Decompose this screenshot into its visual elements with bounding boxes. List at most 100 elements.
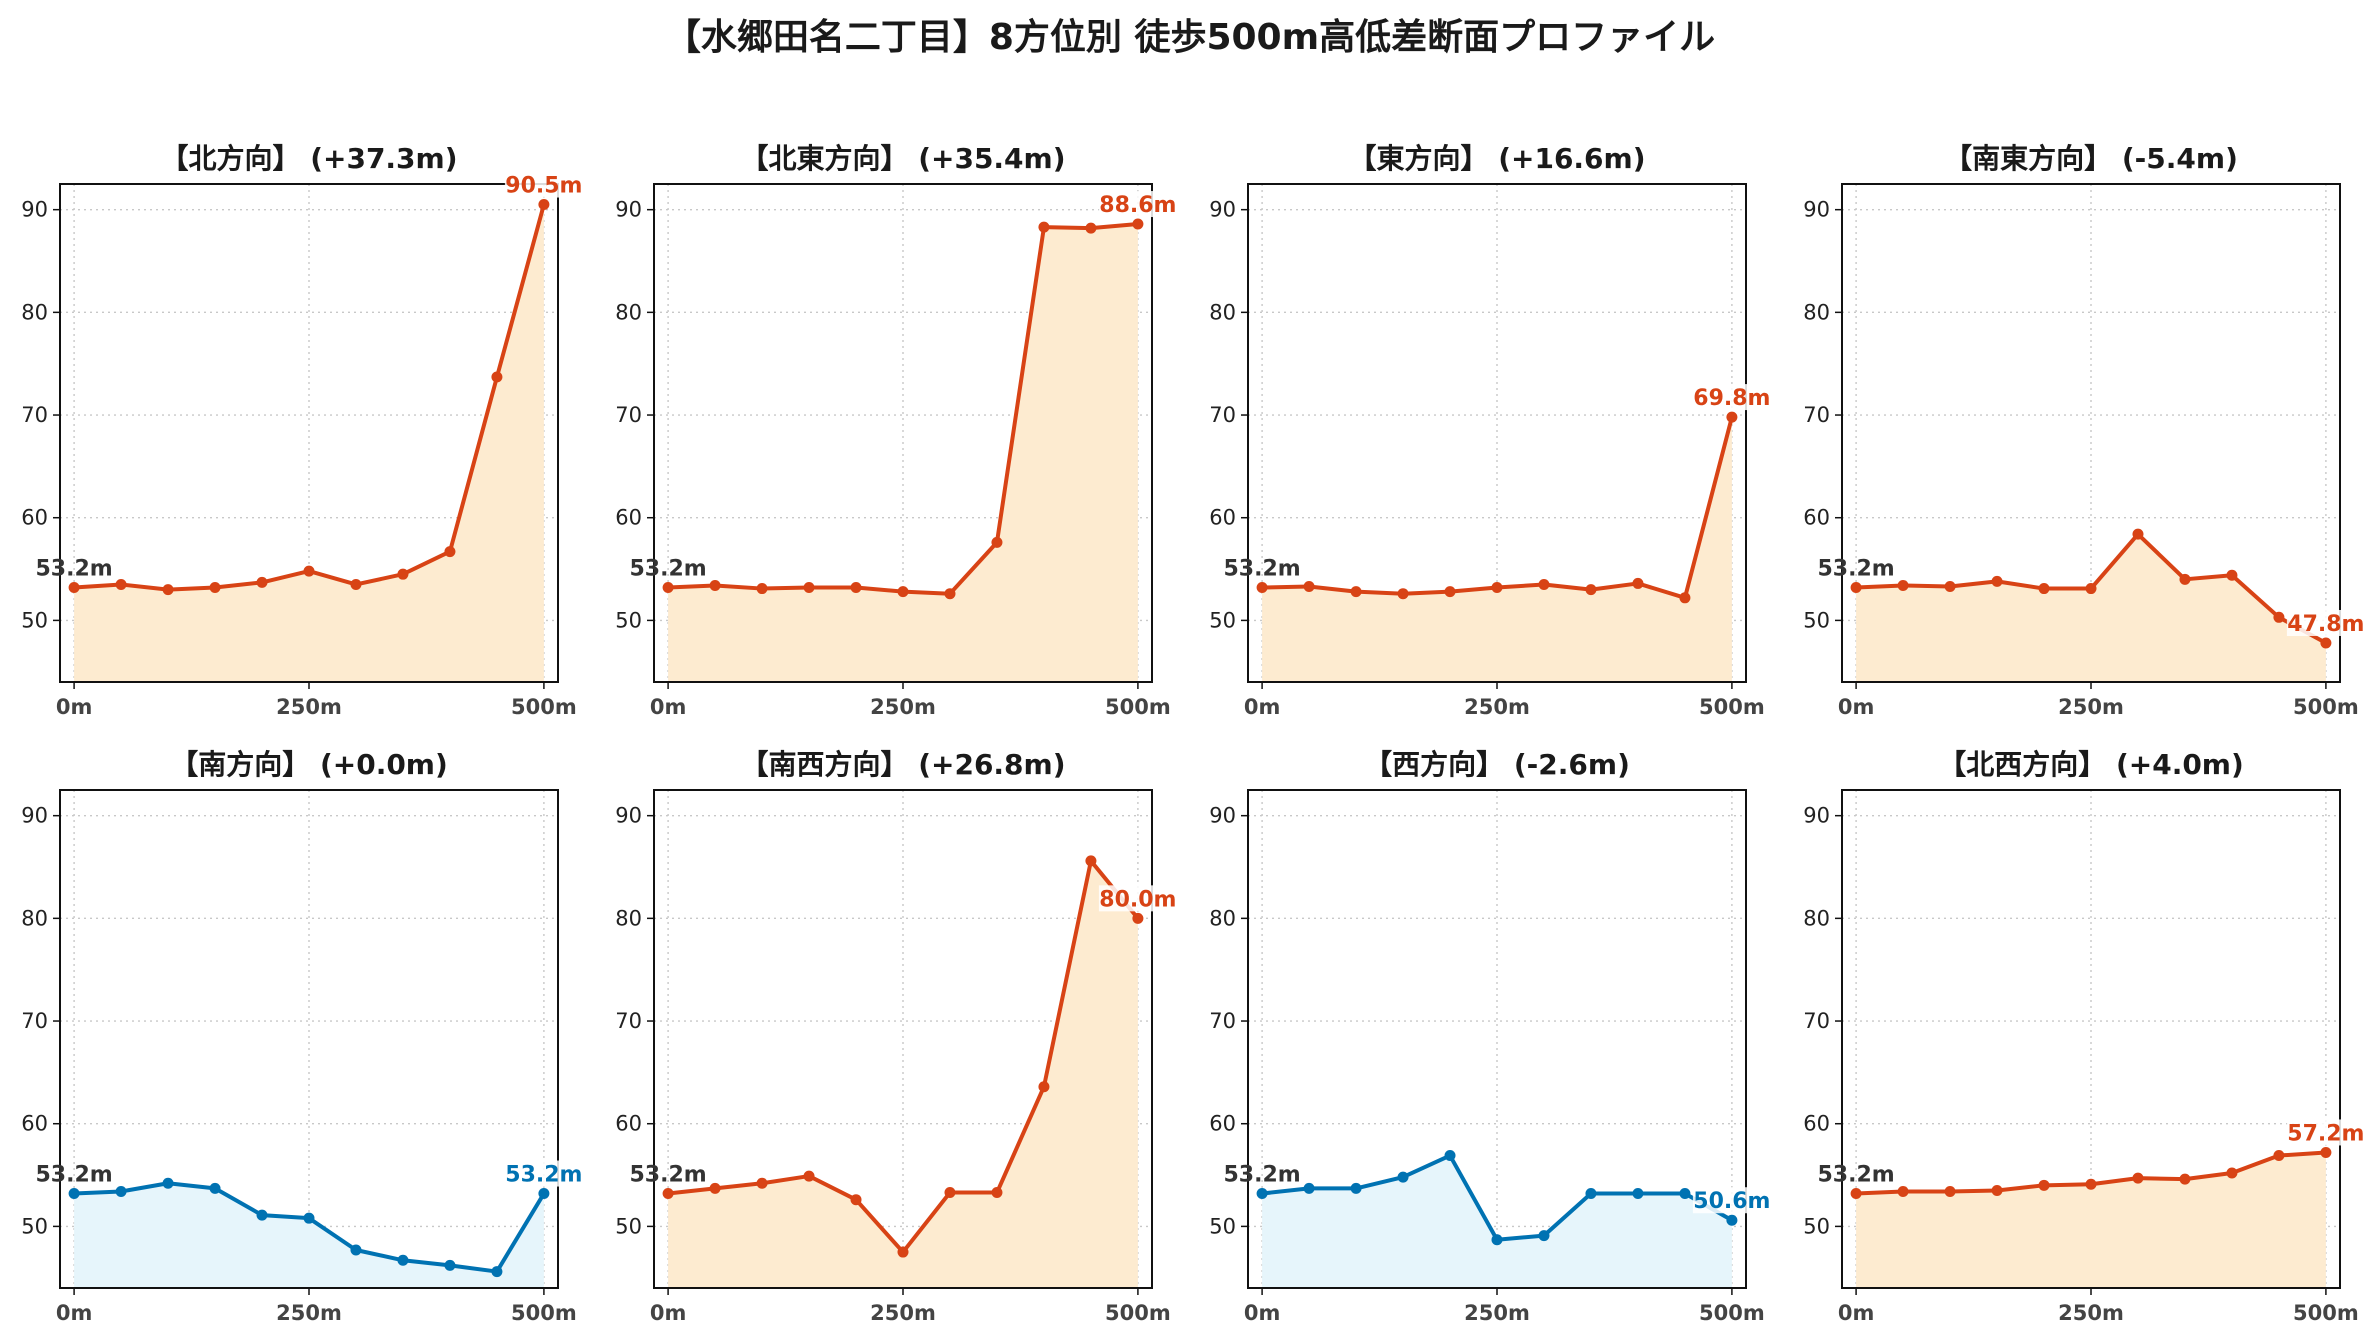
xtick-label: 250m (276, 695, 342, 719)
xtick-label: 0m (56, 695, 93, 719)
ytick-label: 50 (1803, 608, 1830, 632)
ytick-label: 70 (21, 403, 48, 427)
data-point (1585, 1188, 1597, 1200)
ytick-label: 80 (21, 906, 48, 930)
data-point (944, 1187, 956, 1199)
subplot-title: 【南西方向】 (+26.8m) (740, 748, 1065, 781)
subplot-3: 【東方向】 (+16.6m) 50 60 70 80 90 0m 250m 500m 53.2m 6… (1209, 142, 1771, 719)
end-label-background (504, 1160, 583, 1187)
data-point (1850, 1188, 1862, 1200)
data-point (1944, 1185, 1956, 1197)
xtick-label: 0m (650, 695, 687, 719)
ytick-label: 80 (615, 300, 642, 324)
ytick-label: 60 (1803, 1112, 1830, 1136)
xtick-label: 500m (1105, 1301, 1171, 1325)
ytick-label: 50 (615, 608, 642, 632)
data-point (1991, 575, 2003, 587)
xtick-label: 250m (2058, 1301, 2124, 1325)
data-point (1444, 586, 1456, 598)
ytick-label: 70 (21, 1009, 48, 1033)
data-point (444, 546, 456, 558)
elevation-area (1262, 417, 1732, 682)
data-point (2179, 1173, 2191, 1185)
data-point (1538, 578, 1550, 590)
data-point (1632, 577, 1644, 589)
subplot-5: 【南方向】 (+0.0m) 50 60 70 80 90 0m 250m 500m 53.2m 53… (21, 748, 583, 1325)
subplot-title: 【南方向】 (+0.0m) (170, 748, 448, 781)
end-label-background (504, 171, 583, 198)
subplot-6: 【南西方向】 (+26.8m) 50 60 70 80 90 0m 250m 500m 53.2m… (615, 748, 1177, 1325)
ytick-label: 50 (1803, 1214, 1830, 1238)
ytick-label: 90 (615, 804, 642, 828)
end-elevation-label: 69.8m (1693, 386, 1770, 411)
data-point (1491, 1234, 1503, 1246)
data-point (350, 578, 362, 590)
data-point (2226, 1167, 2238, 1179)
xtick-label: 0m (1838, 1301, 1875, 1325)
data-point (162, 1177, 174, 1189)
end-elevation-label: 57.2m (2287, 1121, 2364, 1146)
ytick-label: 90 (1803, 198, 1830, 222)
ytick-label: 60 (1209, 506, 1236, 530)
data-point (2132, 528, 2144, 540)
end-elevation-label: 80.0m (1099, 887, 1176, 912)
ytick-label: 60 (21, 506, 48, 530)
subplot-title: 【東方向】 (+16.6m) (1348, 142, 1645, 175)
xtick-label: 250m (1464, 1301, 1530, 1325)
ytick-label: 60 (1803, 506, 1830, 530)
ytick-label: 70 (1209, 403, 1236, 427)
end-label-background (1098, 885, 1177, 912)
data-point (709, 579, 721, 591)
elevation-area (1856, 534, 2326, 682)
data-point (897, 1246, 909, 1258)
end-elevation-label: 53.2m (505, 1163, 582, 1188)
data-point (350, 1244, 362, 1256)
ytick-label: 90 (21, 198, 48, 222)
subplot-8: 【北西方向】 (+4.0m) 50 60 70 80 90 0m 250m 500m 53.2m 5… (1803, 748, 2365, 1325)
data-point (1850, 582, 1862, 594)
data-point (115, 578, 127, 590)
data-point (538, 199, 550, 211)
data-point (850, 1194, 862, 1206)
data-point (1256, 1188, 1268, 1200)
start-elevation-label: 53.2m (1817, 1163, 1894, 1188)
data-point (662, 582, 674, 594)
xtick-label: 250m (276, 1301, 342, 1325)
xtick-label: 250m (870, 695, 936, 719)
data-point (2320, 637, 2332, 649)
data-point (209, 582, 221, 594)
data-point (2320, 1146, 2332, 1158)
ytick-label: 50 (1209, 608, 1236, 632)
data-point (397, 568, 409, 580)
data-point (1897, 1185, 1909, 1197)
data-point (68, 1188, 80, 1200)
subplot-title: 【北方向】 (+37.3m) (160, 142, 457, 175)
ytick-label: 50 (21, 1214, 48, 1238)
ytick-label: 70 (1209, 1009, 1236, 1033)
data-point (709, 1182, 721, 1194)
data-point (303, 565, 315, 577)
data-point (2179, 573, 2191, 585)
ytick-label: 50 (21, 608, 48, 632)
data-point (303, 1212, 315, 1224)
data-point (68, 582, 80, 594)
xtick-label: 250m (870, 1301, 936, 1325)
data-point (662, 1188, 674, 1200)
ytick-label: 90 (1803, 804, 1830, 828)
end-label-background (2286, 1119, 2365, 1146)
data-point (1038, 221, 1050, 233)
start-elevation-label: 53.2m (629, 1163, 706, 1188)
xtick-label: 500m (1105, 695, 1171, 719)
ytick-label: 80 (1803, 300, 1830, 324)
end-elevation-label: 90.5m (505, 174, 582, 199)
data-point (2132, 1172, 2144, 1184)
ytick-label: 90 (615, 198, 642, 222)
data-point (2085, 583, 2097, 595)
xtick-label: 500m (511, 695, 577, 719)
data-point (1132, 218, 1144, 230)
subplot-4: 【南東方向】 (-5.4m) 50 60 70 80 90 0m 250m 500m 53.2m 4… (1803, 142, 2365, 719)
data-point (444, 1259, 456, 1271)
subplot-2: 【北東方向】 (+35.4m) 50 60 70 80 90 0m 250m 500m 53.2m… (615, 142, 1177, 719)
data-point (1679, 1188, 1691, 1200)
ytick-label: 80 (1209, 906, 1236, 930)
